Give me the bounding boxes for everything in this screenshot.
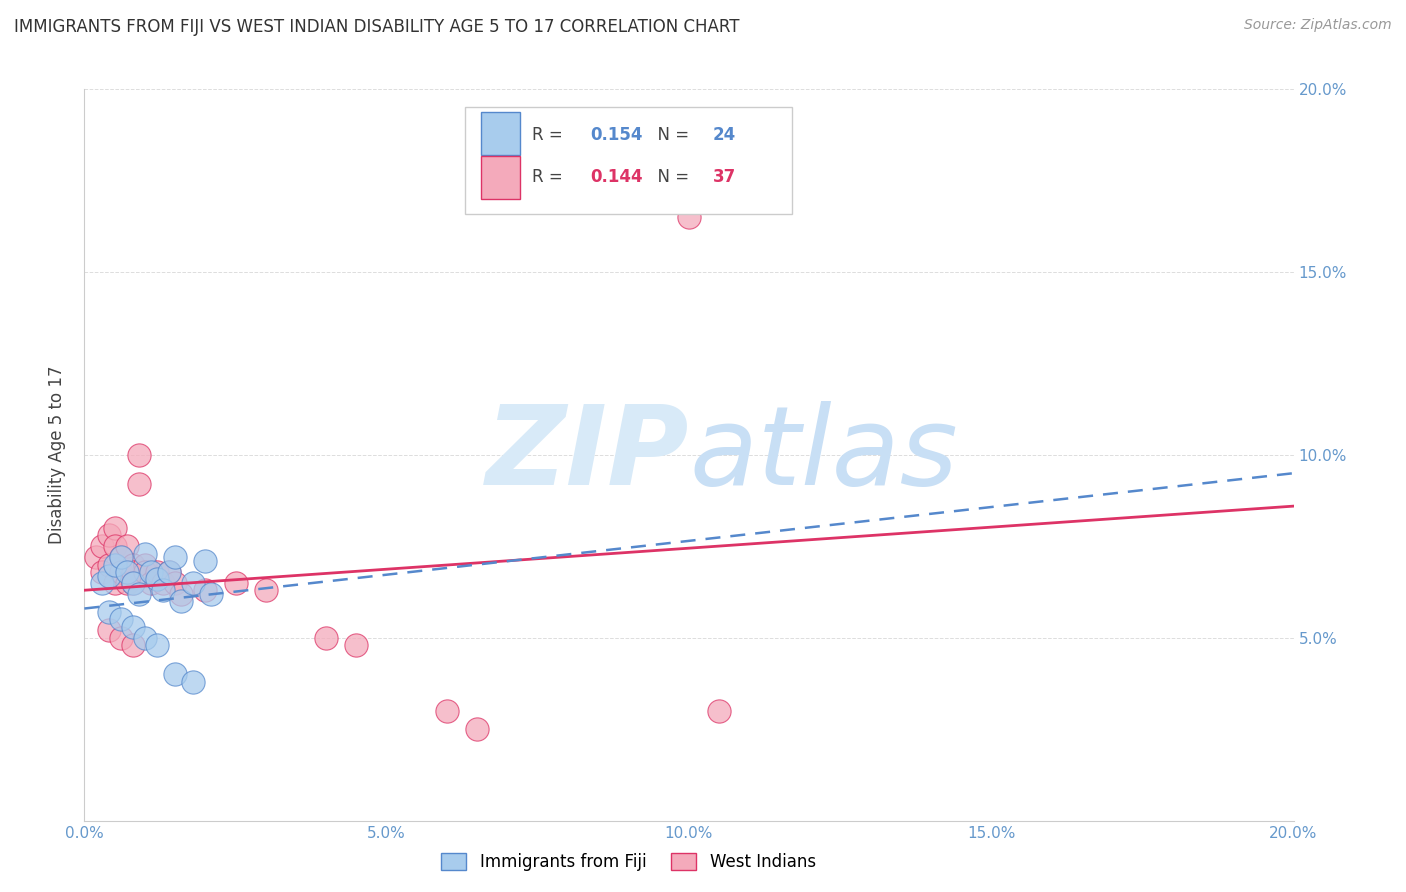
Point bbox=[157, 565, 180, 579]
Point bbox=[97, 528, 120, 542]
Point bbox=[170, 594, 193, 608]
Point bbox=[134, 631, 156, 645]
Point bbox=[97, 558, 120, 572]
Point bbox=[121, 558, 143, 572]
Point bbox=[97, 568, 120, 582]
FancyBboxPatch shape bbox=[481, 156, 520, 199]
Point bbox=[181, 674, 204, 689]
Point bbox=[346, 638, 368, 652]
Point bbox=[86, 550, 108, 565]
Point bbox=[678, 211, 700, 225]
Point bbox=[110, 550, 132, 565]
Text: R =: R = bbox=[531, 126, 568, 144]
Text: 0.144: 0.144 bbox=[589, 168, 643, 186]
Point bbox=[121, 576, 143, 591]
Point bbox=[315, 631, 337, 645]
FancyBboxPatch shape bbox=[465, 108, 792, 213]
Point bbox=[152, 576, 174, 591]
Point bbox=[146, 565, 169, 579]
Text: 0.154: 0.154 bbox=[589, 126, 643, 144]
Point bbox=[194, 554, 217, 568]
Point bbox=[200, 587, 222, 601]
Point bbox=[146, 572, 169, 586]
Point bbox=[194, 583, 217, 598]
Point bbox=[110, 631, 132, 645]
Point bbox=[91, 565, 114, 579]
Point bbox=[104, 558, 127, 572]
Text: 37: 37 bbox=[713, 168, 737, 186]
Point bbox=[128, 587, 150, 601]
Point bbox=[91, 576, 114, 591]
Point bbox=[165, 667, 187, 681]
Point bbox=[254, 583, 277, 598]
Point bbox=[139, 565, 162, 579]
Text: R =: R = bbox=[531, 168, 568, 186]
Y-axis label: Disability Age 5 to 17: Disability Age 5 to 17 bbox=[48, 366, 66, 544]
Point bbox=[128, 448, 150, 462]
Text: N =: N = bbox=[647, 168, 695, 186]
Point bbox=[157, 565, 180, 579]
Point bbox=[115, 576, 138, 591]
Point bbox=[97, 624, 120, 638]
FancyBboxPatch shape bbox=[481, 112, 520, 155]
Point bbox=[134, 565, 156, 579]
Text: Source: ZipAtlas.com: Source: ZipAtlas.com bbox=[1244, 18, 1392, 32]
Point bbox=[104, 521, 127, 535]
Point bbox=[467, 723, 489, 737]
Point bbox=[104, 539, 127, 553]
Point bbox=[115, 565, 138, 579]
Point bbox=[110, 550, 132, 565]
Text: ZIP: ZIP bbox=[485, 401, 689, 508]
Point bbox=[134, 547, 156, 561]
Text: N =: N = bbox=[647, 126, 695, 144]
Point bbox=[139, 576, 162, 591]
Point bbox=[170, 587, 193, 601]
Point bbox=[121, 638, 143, 652]
Text: atlas: atlas bbox=[689, 401, 957, 508]
Point bbox=[128, 477, 150, 491]
Point bbox=[121, 620, 143, 634]
Point bbox=[165, 576, 187, 591]
Point bbox=[225, 576, 247, 591]
Point bbox=[436, 704, 458, 718]
Point bbox=[181, 576, 204, 591]
Point bbox=[121, 576, 143, 591]
Point bbox=[97, 605, 120, 619]
Point bbox=[146, 638, 169, 652]
Point bbox=[110, 613, 132, 627]
Point bbox=[152, 583, 174, 598]
Point bbox=[110, 565, 132, 579]
Point bbox=[709, 704, 731, 718]
Point bbox=[115, 539, 138, 553]
Point bbox=[121, 565, 143, 579]
Legend: Immigrants from Fiji, West Indians: Immigrants from Fiji, West Indians bbox=[434, 847, 823, 878]
Point bbox=[134, 558, 156, 572]
Text: IMMIGRANTS FROM FIJI VS WEST INDIAN DISABILITY AGE 5 TO 17 CORRELATION CHART: IMMIGRANTS FROM FIJI VS WEST INDIAN DISA… bbox=[14, 18, 740, 36]
Point bbox=[165, 550, 187, 565]
Text: 24: 24 bbox=[713, 126, 737, 144]
Point bbox=[104, 576, 127, 591]
Point bbox=[91, 539, 114, 553]
